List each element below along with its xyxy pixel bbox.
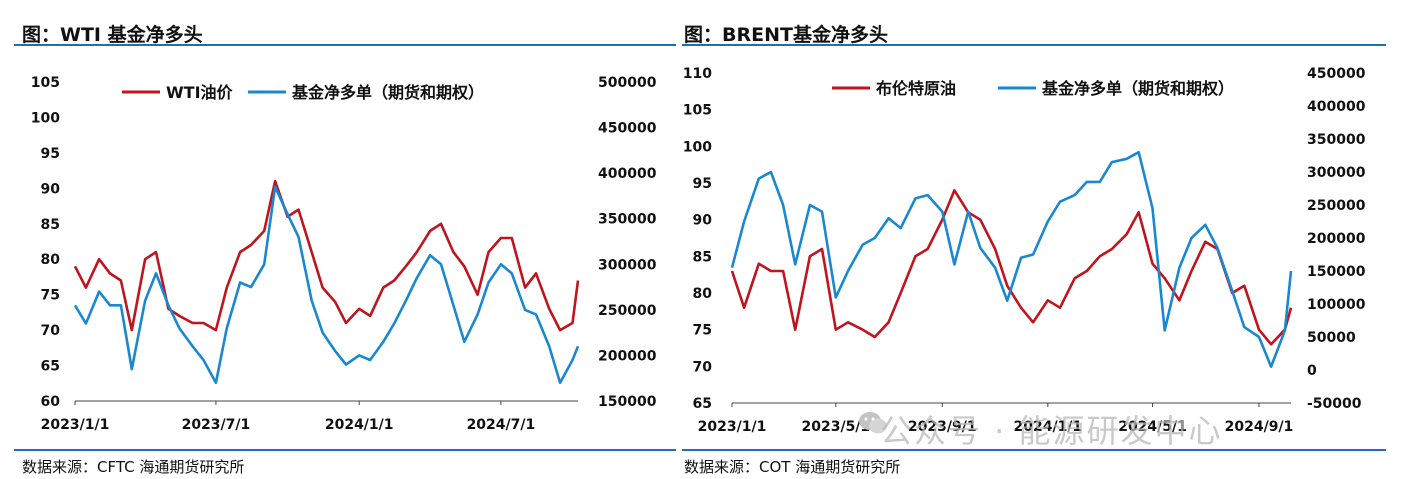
y-right-tick-label: 200000 (598, 348, 657, 364)
y-right-tick-label: 100000 (1307, 297, 1366, 313)
y-right-tick-label: 400000 (598, 166, 657, 182)
x-tick-label: 2024/5/1 (1118, 419, 1187, 435)
y-left-tick-label: 85 (41, 217, 60, 233)
x-tick-label: 2023/7/1 (182, 417, 251, 433)
y-left-tick-label: 100 (683, 139, 712, 155)
wechat-icon (859, 412, 887, 434)
series-line-price (730, 189, 1293, 346)
title-divider (682, 44, 1386, 46)
chart-title: 图：BRENT基金净多头 (684, 24, 888, 46)
y-left-tick-label: 65 (693, 396, 712, 412)
y-left-tick-label: 95 (693, 176, 712, 192)
y-right-tick-label: 300000 (598, 257, 657, 273)
legend-label: WTI油价 (166, 83, 234, 102)
y-right-tick-label: 450000 (598, 121, 657, 137)
x-tick-label: 2023/1/1 (698, 419, 767, 435)
x-tick-label: 2024/7/1 (467, 417, 536, 433)
x-tick-label: 2024/1/1 (1013, 419, 1082, 435)
y-left-tick-label: 90 (693, 213, 713, 229)
wti-panel: 图：WTI 基金净多头 60 65 70 75 80 85 90 95 100 105 150000… (0, 0, 676, 479)
footer-divider (682, 449, 1386, 451)
y-left-tick-label: 105 (683, 103, 712, 119)
y-right-tick-label: 400000 (1307, 99, 1366, 115)
legend-label: 基金净多单（期货和期权） (291, 83, 484, 102)
y-right-tick-label: 500000 (598, 75, 657, 91)
x-tick-label: 2023/5/1 (801, 419, 870, 435)
y-right-tick-label: 150000 (1307, 264, 1366, 280)
x-tick-label: 2024/1/1 (325, 417, 394, 433)
y-left-tick-label: 60 (41, 394, 61, 410)
brent-panel: 图：BRENT基金净多头 65 70 75 80 85 90 95 100 105 110 -500… (682, 0, 1402, 479)
legend-label: 布伦特原油 (876, 79, 956, 98)
chart-title: 图：WTI 基金净多头 (22, 24, 203, 46)
y-right-tick-label: 250000 (598, 303, 657, 319)
y-left-tick-label: 65 (41, 359, 60, 375)
series-line-price (73, 179, 580, 332)
wti-chart: 60 65 70 75 80 85 90 95 100 105 150000 200000 250000… (31, 75, 657, 433)
footer-divider (14, 449, 676, 451)
y-right-tick-label: 200000 (1307, 231, 1366, 247)
y-right-tick-label: 350000 (1307, 132, 1366, 148)
y-right-tick-label: -50000 (1307, 396, 1362, 412)
y-right-tick-label: 450000 (1307, 66, 1366, 82)
y-right-tick-label: 350000 (598, 212, 657, 228)
source-note: 数据来源：CFTC 海通期货研究所 (22, 458, 245, 476)
y-right-tick-label: 0 (1307, 363, 1317, 379)
y-left-tick-label: 90 (41, 181, 61, 197)
source-note: 数据来源：COT 海通期货研究所 (684, 458, 901, 476)
x-tick-label: 2023/1/1 (41, 417, 110, 433)
x-tick-label: 2024/9/1 (1225, 419, 1294, 435)
y-left-tick-label: 80 (693, 286, 713, 302)
y-left-tick-label: 100 (31, 110, 60, 126)
watermark-text: 公众号 · 能源研发中心 (880, 412, 1223, 450)
series-line-net-long (73, 185, 580, 385)
y-left-tick-label: 75 (693, 323, 712, 339)
series-line-net-long (730, 150, 1293, 369)
y-left-tick-label: 110 (683, 66, 712, 82)
y-right-tick-label: 150000 (598, 394, 657, 410)
y-left-tick-label: 95 (41, 146, 60, 162)
title-divider (14, 44, 676, 46)
y-left-tick-label: 80 (41, 252, 61, 268)
brent-chart: 65 70 75 80 85 90 95 100 105 110 -50000 0 50000 10000… (683, 66, 1366, 435)
x-tick-label: 2023/9/1 (908, 419, 977, 435)
y-left-tick-label: 70 (41, 323, 61, 339)
legend-label: 基金净多单（期货和期权） (1041, 79, 1234, 98)
y-left-tick-label: 105 (31, 75, 60, 91)
y-left-tick-label: 85 (693, 249, 712, 265)
y-left-tick-label: 75 (41, 288, 60, 304)
y-right-tick-label: 250000 (1307, 198, 1366, 214)
y-right-tick-label: 50000 (1307, 330, 1356, 346)
y-right-tick-label: 300000 (1307, 165, 1366, 181)
y-left-tick-label: 70 (693, 359, 713, 375)
